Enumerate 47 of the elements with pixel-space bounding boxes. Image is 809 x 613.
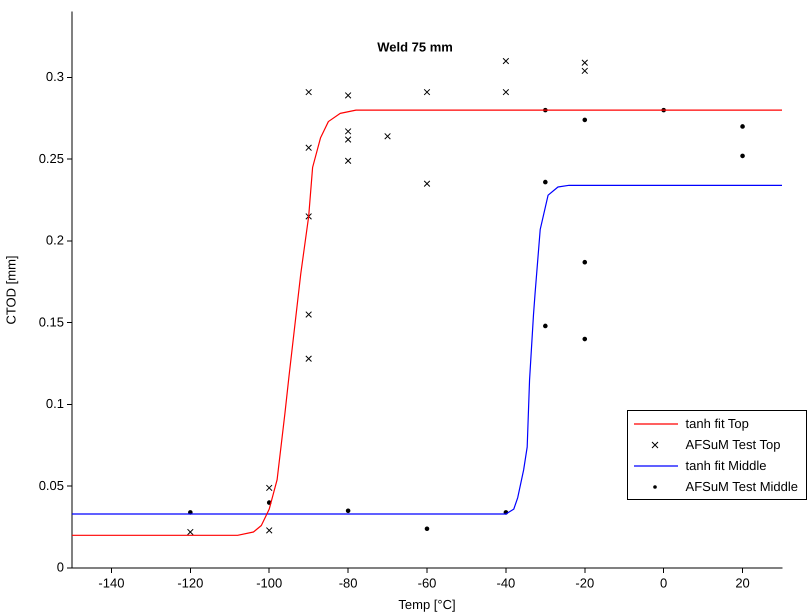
x-tick-label: -120 xyxy=(177,575,204,590)
text: Weld 75 mm xyxy=(377,40,453,55)
x-tick-label: -60 xyxy=(418,575,436,590)
point xyxy=(384,132,391,140)
legend-label: AFSuM Test Top xyxy=(686,436,780,454)
point xyxy=(582,260,588,264)
point xyxy=(344,157,352,164)
point xyxy=(187,528,194,536)
x-tick-label: -80 xyxy=(338,575,358,590)
point xyxy=(344,92,352,99)
point xyxy=(424,180,430,188)
y-tick-label: 0 xyxy=(56,560,64,575)
point xyxy=(543,324,548,328)
point xyxy=(740,154,745,158)
point xyxy=(424,526,430,532)
point xyxy=(740,124,745,129)
point xyxy=(582,336,588,342)
y-tick-label: 0.15 xyxy=(38,314,64,330)
point xyxy=(305,311,312,318)
legend-label: tanh fit Middle xyxy=(686,457,766,475)
y-tick-label: 0.1 xyxy=(46,396,64,412)
point xyxy=(346,508,350,514)
point xyxy=(305,88,312,96)
y-tick-label: 0.25 xyxy=(38,150,64,166)
x-tick-label: -40 xyxy=(496,575,516,590)
x-tick-label: 20 xyxy=(735,575,750,590)
x-tick-label: 0 xyxy=(660,575,668,590)
x-tick-label: -140 xyxy=(98,575,124,590)
point xyxy=(266,484,273,492)
point xyxy=(305,355,312,362)
x-axis-title: Temp [°C] xyxy=(398,596,456,612)
point xyxy=(502,88,510,96)
point xyxy=(305,144,312,152)
y-tick-label: 0.05 xyxy=(38,478,64,493)
x-tick-label: -100 xyxy=(256,575,282,590)
legend-label: tanh fit Top xyxy=(686,415,749,433)
point xyxy=(266,527,273,534)
y-axis-title: CTOD [mm] xyxy=(3,255,18,325)
legend-label: AFSuM Test Middle xyxy=(686,478,798,496)
y-tick-label: 0.3 xyxy=(46,68,64,84)
point xyxy=(424,88,430,96)
point xyxy=(582,118,588,122)
point xyxy=(543,180,548,184)
x-tick-label: -20 xyxy=(575,575,594,590)
point xyxy=(502,58,510,64)
y-tick-label: 0.2 xyxy=(46,232,64,248)
point xyxy=(305,213,312,220)
